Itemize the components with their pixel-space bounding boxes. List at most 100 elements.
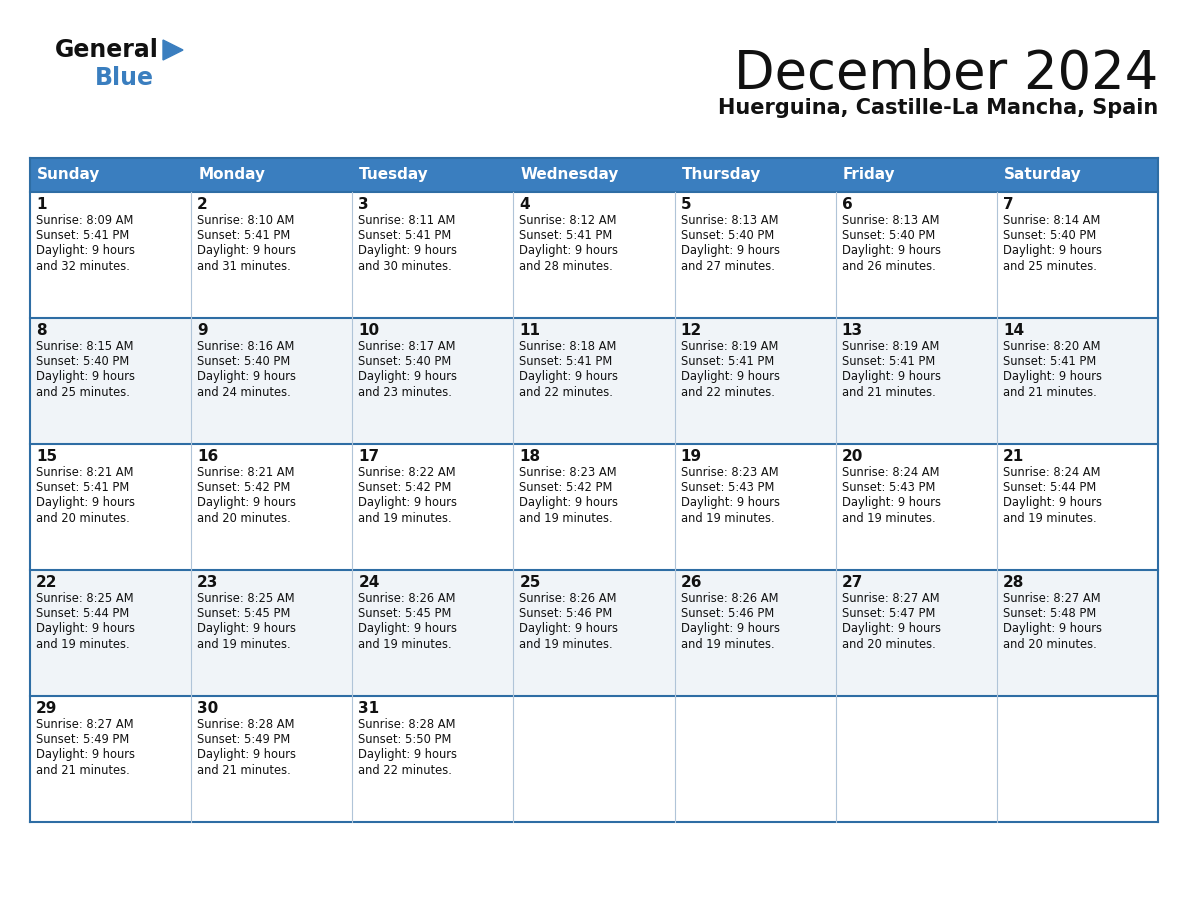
Text: December 2024: December 2024 [734, 48, 1158, 100]
Text: Sunset: 5:43 PM: Sunset: 5:43 PM [681, 481, 773, 494]
Text: Sunrise: 8:18 AM: Sunrise: 8:18 AM [519, 340, 617, 353]
Text: General: General [55, 38, 159, 62]
Text: Sunrise: 8:17 AM: Sunrise: 8:17 AM [359, 340, 456, 353]
Text: and 25 minutes.: and 25 minutes. [36, 386, 129, 398]
Text: Sunset: 5:41 PM: Sunset: 5:41 PM [519, 355, 613, 368]
Text: 26: 26 [681, 575, 702, 590]
Bar [30, 192, 1158, 318]
Bar [513, 158, 675, 192]
Text: Sunset: 5:45 PM: Sunset: 5:45 PM [197, 607, 291, 621]
Text: Daylight: 9 hours: Daylight: 9 hours [36, 748, 135, 761]
Text: Daylight: 9 hours: Daylight: 9 hours [36, 497, 135, 509]
Text: Daylight: 9 hours: Daylight: 9 hours [359, 370, 457, 384]
Text: Daylight: 9 hours: Daylight: 9 hours [197, 497, 296, 509]
Bar [30, 696, 1158, 822]
Text: Daylight: 9 hours: Daylight: 9 hours [359, 497, 457, 509]
Text: Sunrise: 8:10 AM: Sunrise: 8:10 AM [197, 214, 295, 227]
Text: Saturday: Saturday [1004, 167, 1081, 183]
Text: Sunset: 5:41 PM: Sunset: 5:41 PM [842, 355, 935, 368]
Text: and 32 minutes.: and 32 minutes. [36, 260, 129, 273]
Text: Daylight: 9 hours: Daylight: 9 hours [681, 622, 779, 635]
Text: 13: 13 [842, 323, 862, 338]
Text: Sunset: 5:41 PM: Sunset: 5:41 PM [1003, 355, 1097, 368]
Text: Sunset: 5:41 PM: Sunset: 5:41 PM [197, 230, 290, 242]
Text: Sunrise: 8:15 AM: Sunrise: 8:15 AM [36, 340, 133, 353]
Text: Sunset: 5:40 PM: Sunset: 5:40 PM [36, 355, 129, 368]
Text: 10: 10 [359, 323, 379, 338]
Text: 8: 8 [36, 323, 46, 338]
Text: Sunset: 5:47 PM: Sunset: 5:47 PM [842, 607, 935, 621]
Text: Sunrise: 8:13 AM: Sunrise: 8:13 AM [842, 214, 940, 227]
Text: Sunrise: 8:11 AM: Sunrise: 8:11 AM [359, 214, 456, 227]
Text: 28: 28 [1003, 575, 1024, 590]
Text: Sunset: 5:41 PM: Sunset: 5:41 PM [681, 355, 773, 368]
Text: and 22 minutes.: and 22 minutes. [681, 386, 775, 398]
Text: Daylight: 9 hours: Daylight: 9 hours [36, 622, 135, 635]
Text: 22: 22 [36, 575, 57, 590]
Text: Sunrise: 8:28 AM: Sunrise: 8:28 AM [359, 718, 456, 731]
Text: Sunrise: 8:20 AM: Sunrise: 8:20 AM [1003, 340, 1100, 353]
Bar [835, 158, 997, 192]
Text: and 19 minutes.: and 19 minutes. [519, 511, 613, 524]
Text: and 19 minutes.: and 19 minutes. [359, 511, 451, 524]
Text: Daylight: 9 hours: Daylight: 9 hours [681, 244, 779, 257]
Text: Sunrise: 8:24 AM: Sunrise: 8:24 AM [1003, 466, 1100, 479]
Text: Sunrise: 8:22 AM: Sunrise: 8:22 AM [359, 466, 456, 479]
Text: Daylight: 9 hours: Daylight: 9 hours [36, 244, 135, 257]
Text: Sunrise: 8:16 AM: Sunrise: 8:16 AM [197, 340, 295, 353]
Text: Friday: Friday [842, 167, 896, 183]
Bar [353, 158, 513, 192]
Text: Daylight: 9 hours: Daylight: 9 hours [842, 244, 941, 257]
Bar [997, 158, 1158, 192]
Text: Daylight: 9 hours: Daylight: 9 hours [681, 370, 779, 384]
Text: and 23 minutes.: and 23 minutes. [359, 386, 453, 398]
Text: Sunrise: 8:26 AM: Sunrise: 8:26 AM [359, 592, 456, 605]
Text: and 19 minutes.: and 19 minutes. [1003, 511, 1097, 524]
Text: Sunrise: 8:25 AM: Sunrise: 8:25 AM [36, 592, 133, 605]
Text: Sunrise: 8:27 AM: Sunrise: 8:27 AM [842, 592, 940, 605]
Text: and 21 minutes.: and 21 minutes. [197, 764, 291, 777]
Text: 21: 21 [1003, 449, 1024, 464]
Text: Sunrise: 8:19 AM: Sunrise: 8:19 AM [842, 340, 939, 353]
Text: Sunrise: 8:27 AM: Sunrise: 8:27 AM [1003, 592, 1100, 605]
Text: 3: 3 [359, 197, 369, 212]
Text: 2: 2 [197, 197, 208, 212]
Text: 27: 27 [842, 575, 864, 590]
Text: 7: 7 [1003, 197, 1013, 212]
Text: 1: 1 [36, 197, 46, 212]
Text: 19: 19 [681, 449, 702, 464]
Text: and 19 minutes.: and 19 minutes. [197, 638, 291, 651]
Text: 20: 20 [842, 449, 864, 464]
Text: Sunrise: 8:14 AM: Sunrise: 8:14 AM [1003, 214, 1100, 227]
Text: Sunset: 5:42 PM: Sunset: 5:42 PM [359, 481, 451, 494]
Text: Wednesday: Wednesday [520, 167, 619, 183]
Text: Daylight: 9 hours: Daylight: 9 hours [519, 370, 619, 384]
Bar [30, 318, 1158, 444]
Text: Thursday: Thursday [682, 167, 762, 183]
Text: Daylight: 9 hours: Daylight: 9 hours [1003, 622, 1101, 635]
Text: Daylight: 9 hours: Daylight: 9 hours [197, 370, 296, 384]
Text: and 22 minutes.: and 22 minutes. [519, 386, 613, 398]
Text: 14: 14 [1003, 323, 1024, 338]
Text: Sunrise: 8:21 AM: Sunrise: 8:21 AM [36, 466, 133, 479]
Text: and 19 minutes.: and 19 minutes. [359, 638, 451, 651]
Text: Sunset: 5:44 PM: Sunset: 5:44 PM [1003, 481, 1097, 494]
Text: Sunset: 5:44 PM: Sunset: 5:44 PM [36, 607, 129, 621]
Text: Blue: Blue [95, 66, 154, 90]
Bar [30, 444, 1158, 570]
Text: Daylight: 9 hours: Daylight: 9 hours [197, 244, 296, 257]
Text: Sunset: 5:45 PM: Sunset: 5:45 PM [359, 607, 451, 621]
Text: Sunset: 5:46 PM: Sunset: 5:46 PM [519, 607, 613, 621]
Text: and 27 minutes.: and 27 minutes. [681, 260, 775, 273]
Polygon shape [163, 40, 183, 60]
Text: Daylight: 9 hours: Daylight: 9 hours [1003, 370, 1101, 384]
Text: Sunset: 5:41 PM: Sunset: 5:41 PM [519, 230, 613, 242]
Text: Sunset: 5:40 PM: Sunset: 5:40 PM [681, 230, 773, 242]
Text: 31: 31 [359, 701, 379, 716]
Text: and 21 minutes.: and 21 minutes. [842, 386, 935, 398]
Text: Sunrise: 8:26 AM: Sunrise: 8:26 AM [519, 592, 617, 605]
Text: Sunset: 5:49 PM: Sunset: 5:49 PM [36, 733, 129, 746]
Text: 25: 25 [519, 575, 541, 590]
Text: Sunset: 5:42 PM: Sunset: 5:42 PM [519, 481, 613, 494]
Text: Sunset: 5:40 PM: Sunset: 5:40 PM [842, 230, 935, 242]
